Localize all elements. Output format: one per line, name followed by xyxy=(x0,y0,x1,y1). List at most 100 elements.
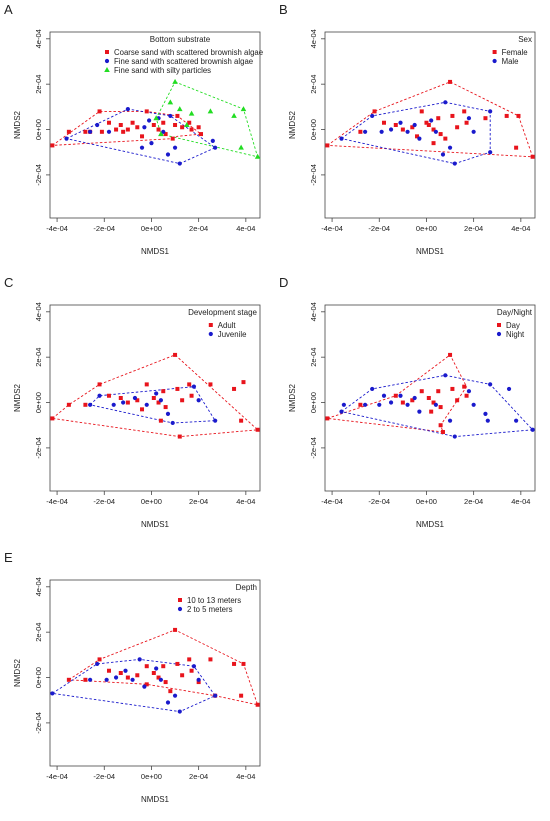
x-axis-label: NMDS1 xyxy=(141,520,170,529)
x-tick-label: 4e-04 xyxy=(236,224,255,233)
panel-letter: C xyxy=(4,275,13,290)
data-point xyxy=(405,129,410,134)
data-point xyxy=(151,396,156,400)
data-point xyxy=(488,109,493,114)
legend-marker xyxy=(104,58,110,64)
x-tick-label: 4e-04 xyxy=(236,497,255,506)
data-point xyxy=(471,129,476,134)
data-point xyxy=(372,109,377,114)
data-point xyxy=(417,136,422,141)
data-point xyxy=(431,127,436,132)
data-point xyxy=(106,120,111,125)
data-point xyxy=(419,389,424,394)
data-point xyxy=(118,396,123,400)
data-point xyxy=(462,109,467,114)
data-point xyxy=(455,398,460,403)
data-point xyxy=(176,106,183,112)
data-point xyxy=(452,161,457,166)
data-point xyxy=(83,677,88,682)
data-point xyxy=(130,120,135,125)
data-point xyxy=(448,352,453,357)
data-point xyxy=(97,382,102,387)
data-point xyxy=(213,418,218,423)
legend-label: Day xyxy=(506,321,520,330)
legend-label: Female xyxy=(502,48,528,57)
data-point xyxy=(130,677,135,682)
legend-marker xyxy=(496,331,502,337)
data-point xyxy=(153,115,159,121)
data-point xyxy=(104,677,109,682)
y-tick-label: 0e+00 xyxy=(34,392,43,413)
legend-label: 10 to 13 meters xyxy=(187,596,241,605)
data-point xyxy=(163,405,168,410)
data-point xyxy=(381,120,386,125)
plot-area xyxy=(324,31,536,219)
y-tick-label: 4e-04 xyxy=(309,302,318,321)
legend-title: Depth xyxy=(236,583,257,592)
data-point xyxy=(158,398,163,403)
x-tick-label: 2e-04 xyxy=(189,224,208,233)
data-point xyxy=(241,380,246,385)
data-point xyxy=(142,684,147,689)
legend-label: 2 to 5 meters xyxy=(187,605,233,614)
y-tick-label: 0e+00 xyxy=(34,119,43,140)
data-point xyxy=(125,400,130,405)
data-point xyxy=(172,78,178,84)
legend-title: Day/Night xyxy=(497,308,533,317)
data-point xyxy=(530,154,535,159)
data-point xyxy=(448,79,453,84)
data-point xyxy=(50,416,55,421)
data-point xyxy=(485,418,490,423)
data-point xyxy=(154,666,159,671)
data-point xyxy=(66,677,71,682)
legend-label: Fine sand with silty particles xyxy=(114,66,211,75)
data-point xyxy=(132,395,138,401)
legend-marker xyxy=(492,50,497,54)
data-point xyxy=(388,127,394,132)
x-tick-label: -4e-04 xyxy=(321,224,343,233)
plot-area xyxy=(49,31,261,219)
x-axis-label: NMDS1 xyxy=(141,247,170,256)
data-point xyxy=(339,409,344,414)
data-point xyxy=(393,393,398,398)
x-tick-label: 4e-04 xyxy=(511,224,530,233)
data-point xyxy=(381,393,387,398)
x-tick-label: -4e-04 xyxy=(46,772,68,781)
plot-area xyxy=(324,304,536,492)
data-point xyxy=(241,661,246,666)
panel-letter: E xyxy=(4,550,13,565)
y-axis-label: NMDS2 xyxy=(13,110,22,139)
legend-title: Sex xyxy=(518,35,532,44)
data-point xyxy=(167,99,174,105)
data-point xyxy=(464,393,469,398)
data-point xyxy=(358,129,363,134)
hull-0 xyxy=(51,354,259,438)
data-point xyxy=(410,398,415,403)
data-point xyxy=(154,391,159,396)
plot-area xyxy=(49,579,261,767)
data-point xyxy=(83,402,88,407)
data-point xyxy=(135,398,140,403)
data-point xyxy=(232,386,237,391)
x-tick-label: 2e-04 xyxy=(189,497,208,506)
data-point xyxy=(450,386,455,391)
legend-marker xyxy=(177,606,183,612)
hull-0 xyxy=(326,81,534,158)
legend-marker xyxy=(105,50,109,54)
data-point xyxy=(180,673,185,678)
y-tick-label: -2e-04 xyxy=(309,437,318,459)
y-tick-label: 0e+00 xyxy=(309,392,318,413)
data-point xyxy=(438,423,443,428)
x-tick-label: 2e-04 xyxy=(189,772,208,781)
data-point xyxy=(118,671,123,675)
x-tick-label: -2e-04 xyxy=(368,224,390,233)
x-tick-label: -2e-04 xyxy=(93,772,115,781)
data-point xyxy=(156,400,161,405)
data-point xyxy=(111,402,116,407)
data-point xyxy=(135,673,140,678)
data-point xyxy=(97,657,102,662)
y-tick-label: -2e-04 xyxy=(34,712,43,734)
data-point xyxy=(424,120,429,125)
